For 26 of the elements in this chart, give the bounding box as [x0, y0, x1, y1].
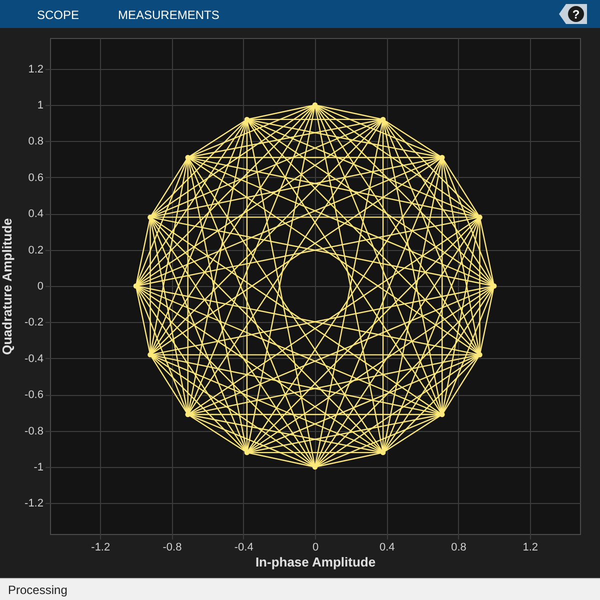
text: SCOPE	[37, 8, 80, 22]
y-tick-label: -0.8	[24, 425, 44, 438]
x-axis-title: In-phase Amplitude	[255, 554, 376, 570]
y-tick-label: 1	[37, 99, 44, 112]
y-tick-label: 0	[37, 280, 44, 292]
x-tick-label: -0.8	[162, 542, 182, 554]
x-tick-label: 0.8	[451, 542, 466, 554]
y-tick-label: -1	[34, 462, 44, 474]
x-tick-label: 1.2	[522, 542, 538, 554]
y-tick-label: 0.4	[28, 208, 44, 220]
y-tick-label: 1.2	[28, 63, 44, 76]
x-tick-label: 0.4	[379, 542, 395, 554]
x-tick-label: 0	[312, 542, 319, 554]
y-axis-title: Quadrature Amplitude	[0, 218, 15, 355]
y-tick-label: -0.4	[24, 352, 44, 365]
text: Processing	[8, 583, 68, 597]
y-tick-label: 0.6	[28, 172, 44, 184]
text: MEASUREMENTS	[118, 8, 220, 22]
x-tick-label: -1.2	[91, 542, 110, 554]
y-tick-label: -0.2	[24, 316, 44, 329]
y-tick-label: -0.6	[24, 389, 44, 402]
y-tick-label: 0.2	[28, 244, 44, 256]
y-tick-label: 0.8	[28, 136, 44, 148]
x-tick-label: -0.4	[234, 542, 254, 554]
y-tick-label: -1.2	[24, 498, 44, 510]
help-icon: ?	[559, 4, 587, 24]
